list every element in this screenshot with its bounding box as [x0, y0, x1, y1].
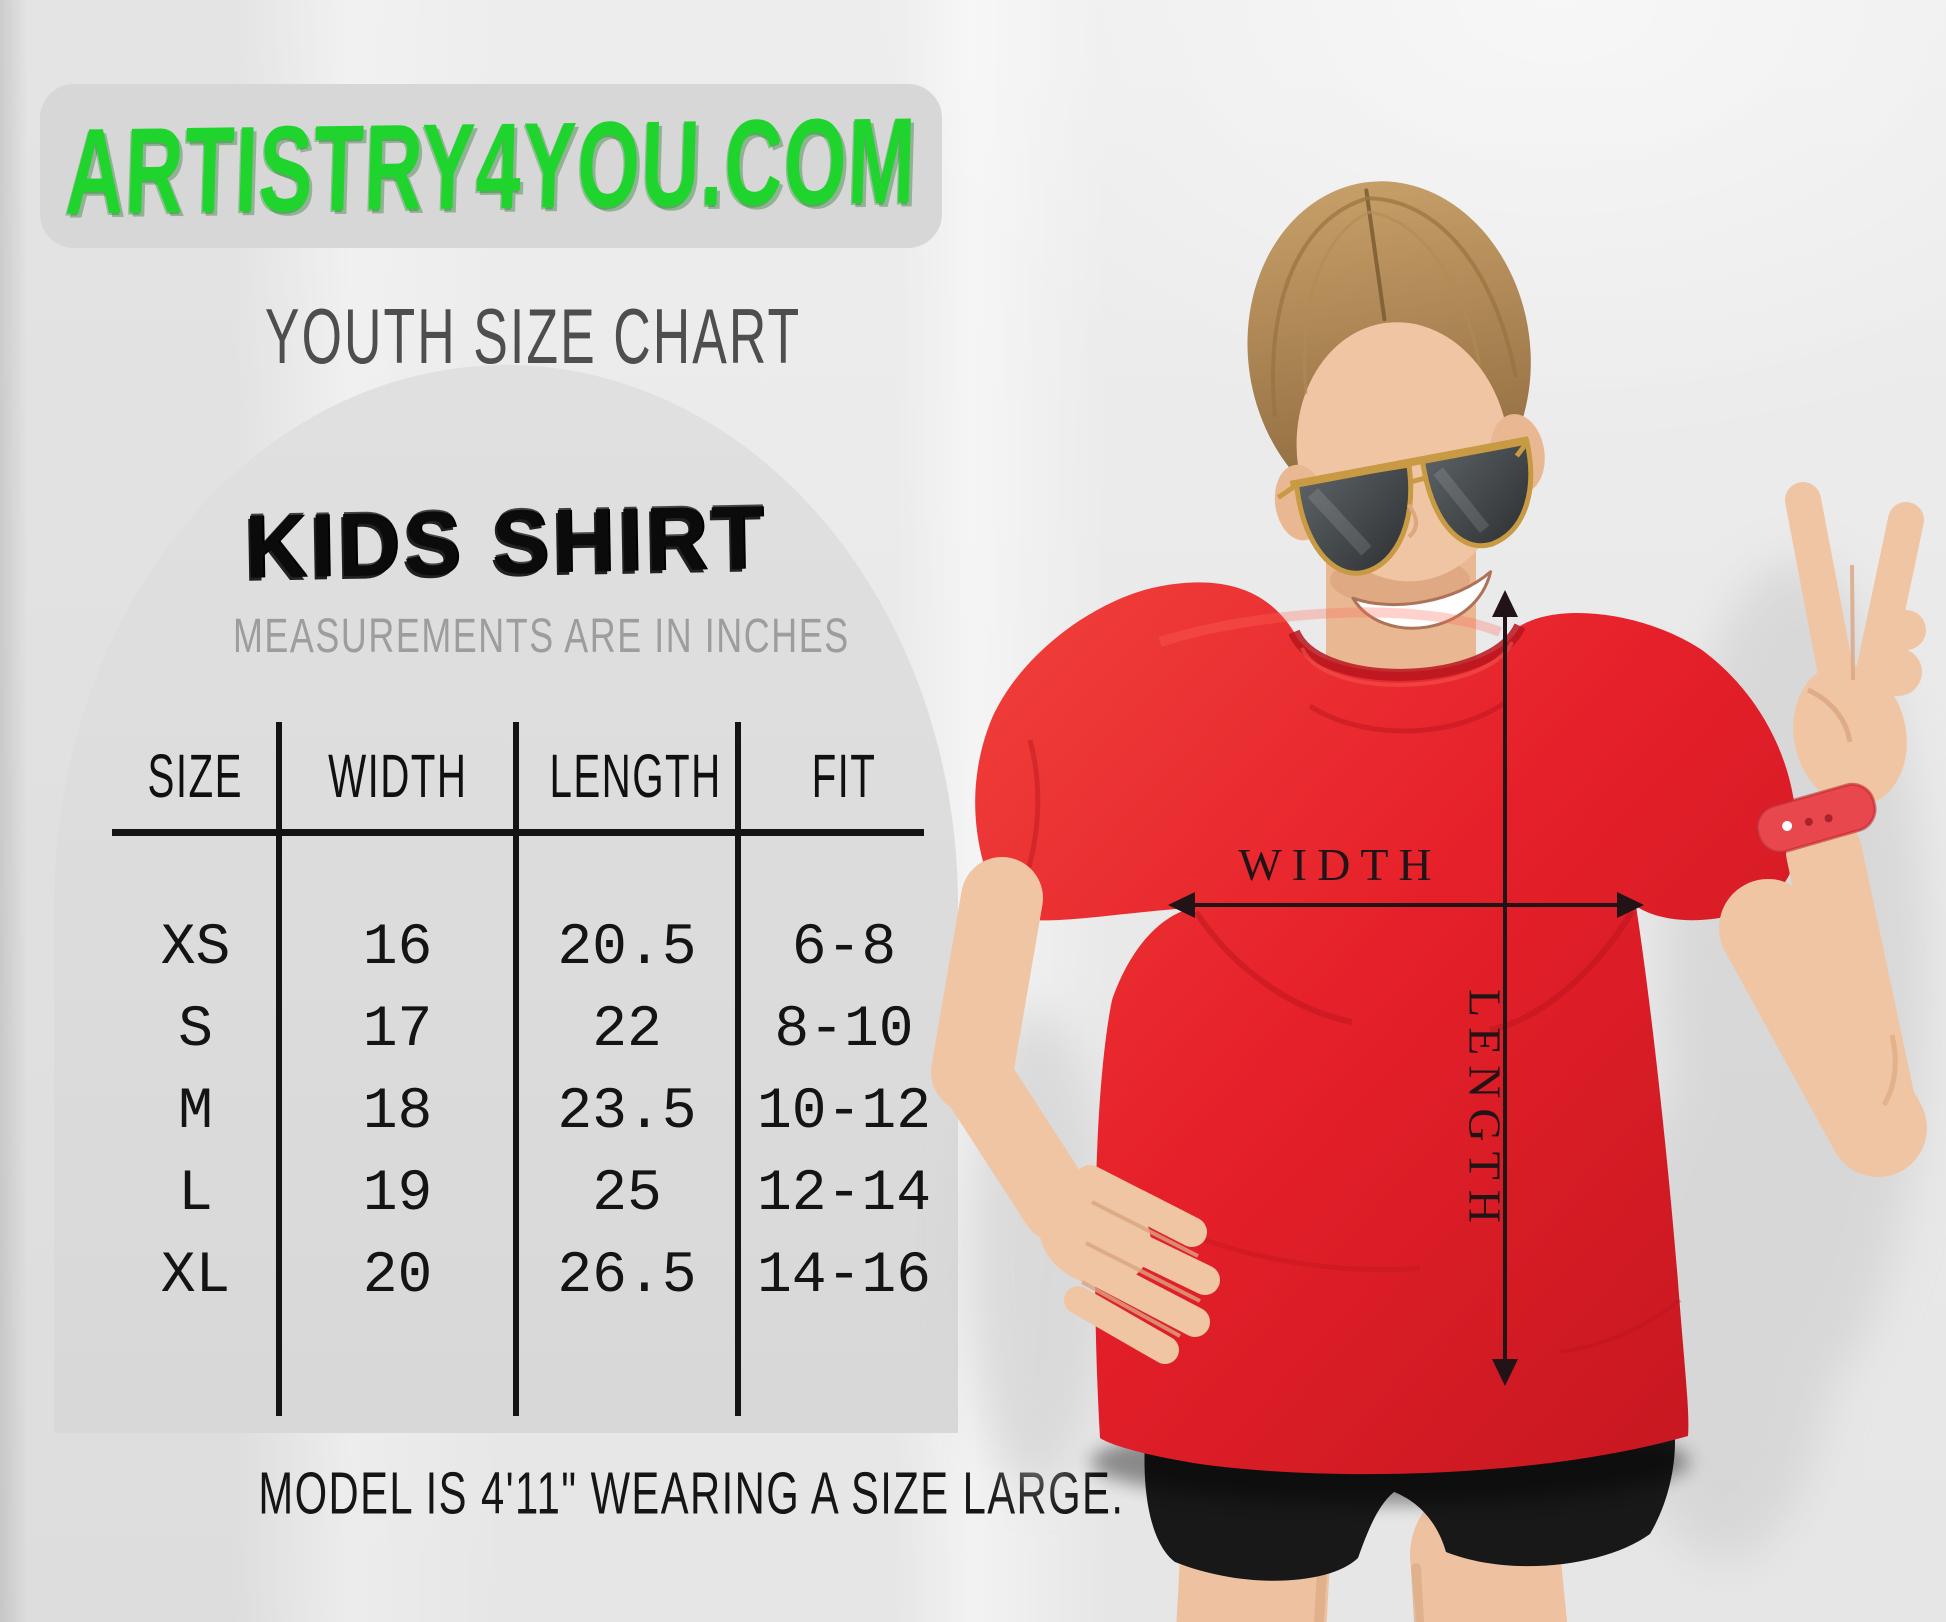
length-measure-label: LENGTH: [1459, 989, 1511, 1233]
model-footnote: MODEL IS 4'11" WEARING A SIZE LARGE.: [258, 1460, 1125, 1527]
hair-part: [1270, 188, 1518, 418]
table-cell: 14-16: [756, 1244, 932, 1309]
table-cell: 22: [592, 998, 662, 1063]
table-cell: 6-8: [791, 916, 897, 981]
left-hand-finger-lines: [1081, 1200, 1201, 1338]
model-right-arm: [1719, 482, 1927, 1177]
header-fit: FIT: [811, 740, 877, 811]
model-head: [1247, 181, 1545, 630]
table-cell: 26.5: [557, 1244, 697, 1309]
page-title: YOUTH SIZE CHART: [264, 292, 802, 381]
table-row: XS 16 20.5 6-8: [112, 912, 950, 986]
header-length: LENGTH: [549, 740, 722, 811]
table-cell: XL: [160, 1244, 231, 1309]
table-cell: 17: [362, 998, 433, 1063]
table-cell: 20: [362, 1244, 433, 1309]
table-row: M 18 23.5 10-12: [112, 1076, 950, 1150]
table-cell: S: [178, 998, 213, 1063]
table-divider: [513, 722, 519, 1416]
smile: [1351, 570, 1493, 630]
table-cell: XS: [160, 916, 231, 981]
table-row: XL 20 26.5 14-16: [112, 1240, 950, 1314]
width-measure-label: WIDTH: [1238, 839, 1442, 890]
table-cell: 23.5: [557, 1080, 697, 1145]
header-size: SIZE: [147, 740, 244, 811]
table-cell: 25: [592, 1162, 662, 1227]
table-cell: 8-10: [774, 998, 914, 1063]
table-cell: 12-14: [756, 1162, 932, 1227]
table-header-row: SIZE WIDTH LENGTH FIT: [112, 740, 950, 811]
logo-banner: ARTISTRY4YOU.COM: [40, 84, 942, 248]
size-panel-arch: [54, 365, 958, 1433]
table-cell: 10-12: [756, 1080, 932, 1145]
sunglasses-icon: [1276, 436, 1534, 576]
length-measure-arrow: [1492, 590, 1518, 1386]
nose: [1406, 503, 1419, 539]
right-hand-lines: [1806, 564, 1898, 1107]
table-cell: 18: [362, 1080, 433, 1145]
model-shirt: [975, 582, 1797, 1475]
panel-subtitle: MEASUREMENTS ARE IN INCHES: [232, 607, 850, 663]
table-row: L 19 25 12-14: [112, 1158, 950, 1232]
table-cell: L: [178, 1162, 213, 1227]
table-divider: [276, 722, 282, 1416]
width-measure-arrow: [1168, 892, 1644, 918]
watch-band: [1755, 782, 1877, 854]
table-cell: 20.5: [557, 916, 697, 981]
table-cell: 16: [362, 916, 433, 981]
table-cell: 19: [362, 1162, 433, 1227]
table-row: S 17 22 8-10: [112, 994, 950, 1068]
header-width: WIDTH: [327, 740, 468, 811]
table-cell: M: [178, 1080, 213, 1145]
table-divider: [735, 722, 741, 1416]
